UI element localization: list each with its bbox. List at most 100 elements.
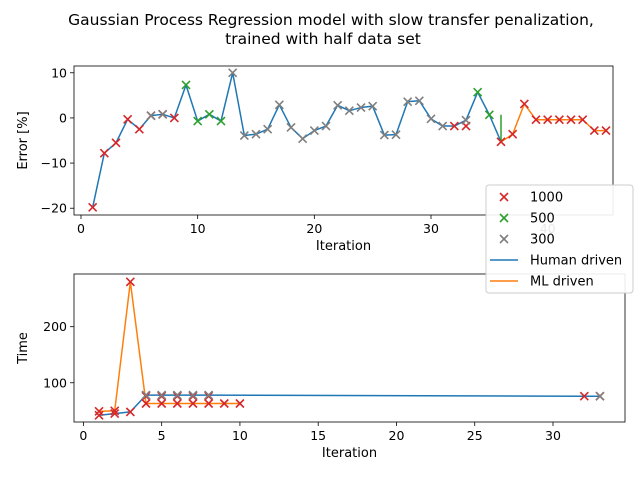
legend-label: ML driven xyxy=(530,275,594,290)
legend-frame xyxy=(485,184,634,294)
y-tick-label: 100 xyxy=(43,375,67,390)
marker-1000 xyxy=(219,398,229,409)
marker-300 xyxy=(158,109,168,119)
marker-1000 xyxy=(508,129,518,139)
x-tick-label: 5 xyxy=(158,428,166,443)
marker-300 xyxy=(403,97,413,107)
marker-300 xyxy=(426,114,436,124)
marker-500 xyxy=(484,110,494,120)
marker-300 xyxy=(251,129,261,139)
marker-300 xyxy=(344,106,354,116)
marker-300 xyxy=(438,121,448,131)
legend-label: 300 xyxy=(530,233,555,248)
y-tick-label: 200 xyxy=(43,319,67,334)
marker-1000 xyxy=(578,115,588,125)
marker-300 xyxy=(204,390,214,400)
legend-marker-500 xyxy=(499,213,509,223)
series-line-ml-driven xyxy=(500,103,606,143)
marker-300 xyxy=(146,111,156,121)
chart-title-line1: Gaussian Process Regression model with s… xyxy=(68,11,594,29)
marker-1000 xyxy=(88,202,98,212)
y-tick-label: 0 xyxy=(59,110,67,125)
x-tick-label: 15 xyxy=(310,428,326,443)
plot-area xyxy=(74,274,625,422)
marker-1000 xyxy=(172,398,182,409)
marker-300 xyxy=(157,390,167,400)
x-tick-label: 30 xyxy=(423,221,439,236)
marker-1000 xyxy=(111,138,121,148)
series-line-human-driven xyxy=(98,394,600,417)
marker-500 xyxy=(473,87,483,97)
y-tick-label: −10 xyxy=(41,156,67,171)
y-axis-label: Time xyxy=(16,332,31,365)
marker-300 xyxy=(379,130,389,140)
marker-1000 xyxy=(235,398,245,409)
marker-1000 xyxy=(169,113,179,123)
marker-1000 xyxy=(134,124,144,134)
x-axis-label: Iteration xyxy=(316,239,371,254)
marker-300 xyxy=(298,134,308,144)
y-axis-label: Error [%] xyxy=(16,111,31,169)
x-tick-label: 10 xyxy=(232,428,248,443)
marker-300 xyxy=(321,121,331,131)
marker-1000 xyxy=(110,409,120,419)
marker-300 xyxy=(286,122,296,132)
marker-1000 xyxy=(157,398,167,409)
marker-1000 xyxy=(543,115,553,125)
legend-label: Human driven xyxy=(530,254,622,269)
x-tick-label: 20 xyxy=(306,221,322,236)
marker-1000 xyxy=(204,398,214,409)
marker-300 xyxy=(333,100,343,110)
marker-300 xyxy=(356,102,366,113)
x-tick-label: 0 xyxy=(77,221,85,236)
marker-1000 xyxy=(531,115,541,125)
marker-1000 xyxy=(125,277,135,287)
marker-1000 xyxy=(519,99,529,109)
marker-300 xyxy=(414,96,424,106)
marker-1000 xyxy=(94,406,104,416)
legend-label: 500 xyxy=(530,212,555,227)
series-line-ml-driven xyxy=(99,281,240,413)
y-tick-label: −20 xyxy=(41,201,67,216)
y-tick-label: 10 xyxy=(51,65,67,80)
marker-300 xyxy=(239,130,249,141)
marker-500 xyxy=(216,116,226,126)
x-tick-label: 25 xyxy=(467,428,483,443)
marker-300 xyxy=(188,390,198,400)
marker-300 xyxy=(309,126,319,136)
marker-300 xyxy=(391,130,401,140)
x-tick-label: 0 xyxy=(79,428,87,443)
legend-label: 1000 xyxy=(530,191,563,206)
marker-1000 xyxy=(601,126,611,136)
x-tick-label: 30 xyxy=(545,428,561,443)
x-axis-label: Iteration xyxy=(322,446,377,461)
x-tick-label: 20 xyxy=(389,428,405,443)
marker-1000 xyxy=(123,114,133,124)
marker-300 xyxy=(368,101,378,111)
marker-300 xyxy=(263,124,273,134)
marker-300 xyxy=(274,100,284,110)
marker-300 xyxy=(461,115,471,125)
marker-500 xyxy=(181,80,191,90)
marker-1000 xyxy=(141,398,151,409)
marker-1000 xyxy=(589,126,599,136)
legend: 1000 500 300 Human driven ML driven xyxy=(485,184,634,294)
marker-1000 xyxy=(554,115,564,125)
marker-1000 xyxy=(566,115,576,125)
marker-1000 xyxy=(125,407,135,417)
time-panel: 0 5 10 15 20 25 30 100 200 Iteration Time xyxy=(16,273,626,461)
marker-300 xyxy=(141,390,151,400)
axes-frame xyxy=(73,65,614,216)
marker-1000 xyxy=(188,398,198,409)
marker-1000 xyxy=(110,406,120,416)
marker-1000 xyxy=(94,410,104,420)
marker-300 xyxy=(595,391,605,401)
marker-300 xyxy=(172,390,182,400)
marker-300 xyxy=(228,68,238,78)
marker-1000 xyxy=(579,391,589,401)
legend-marker-1000 xyxy=(499,192,509,202)
marker-1000 xyxy=(99,148,109,158)
marker-1000 xyxy=(449,121,459,131)
